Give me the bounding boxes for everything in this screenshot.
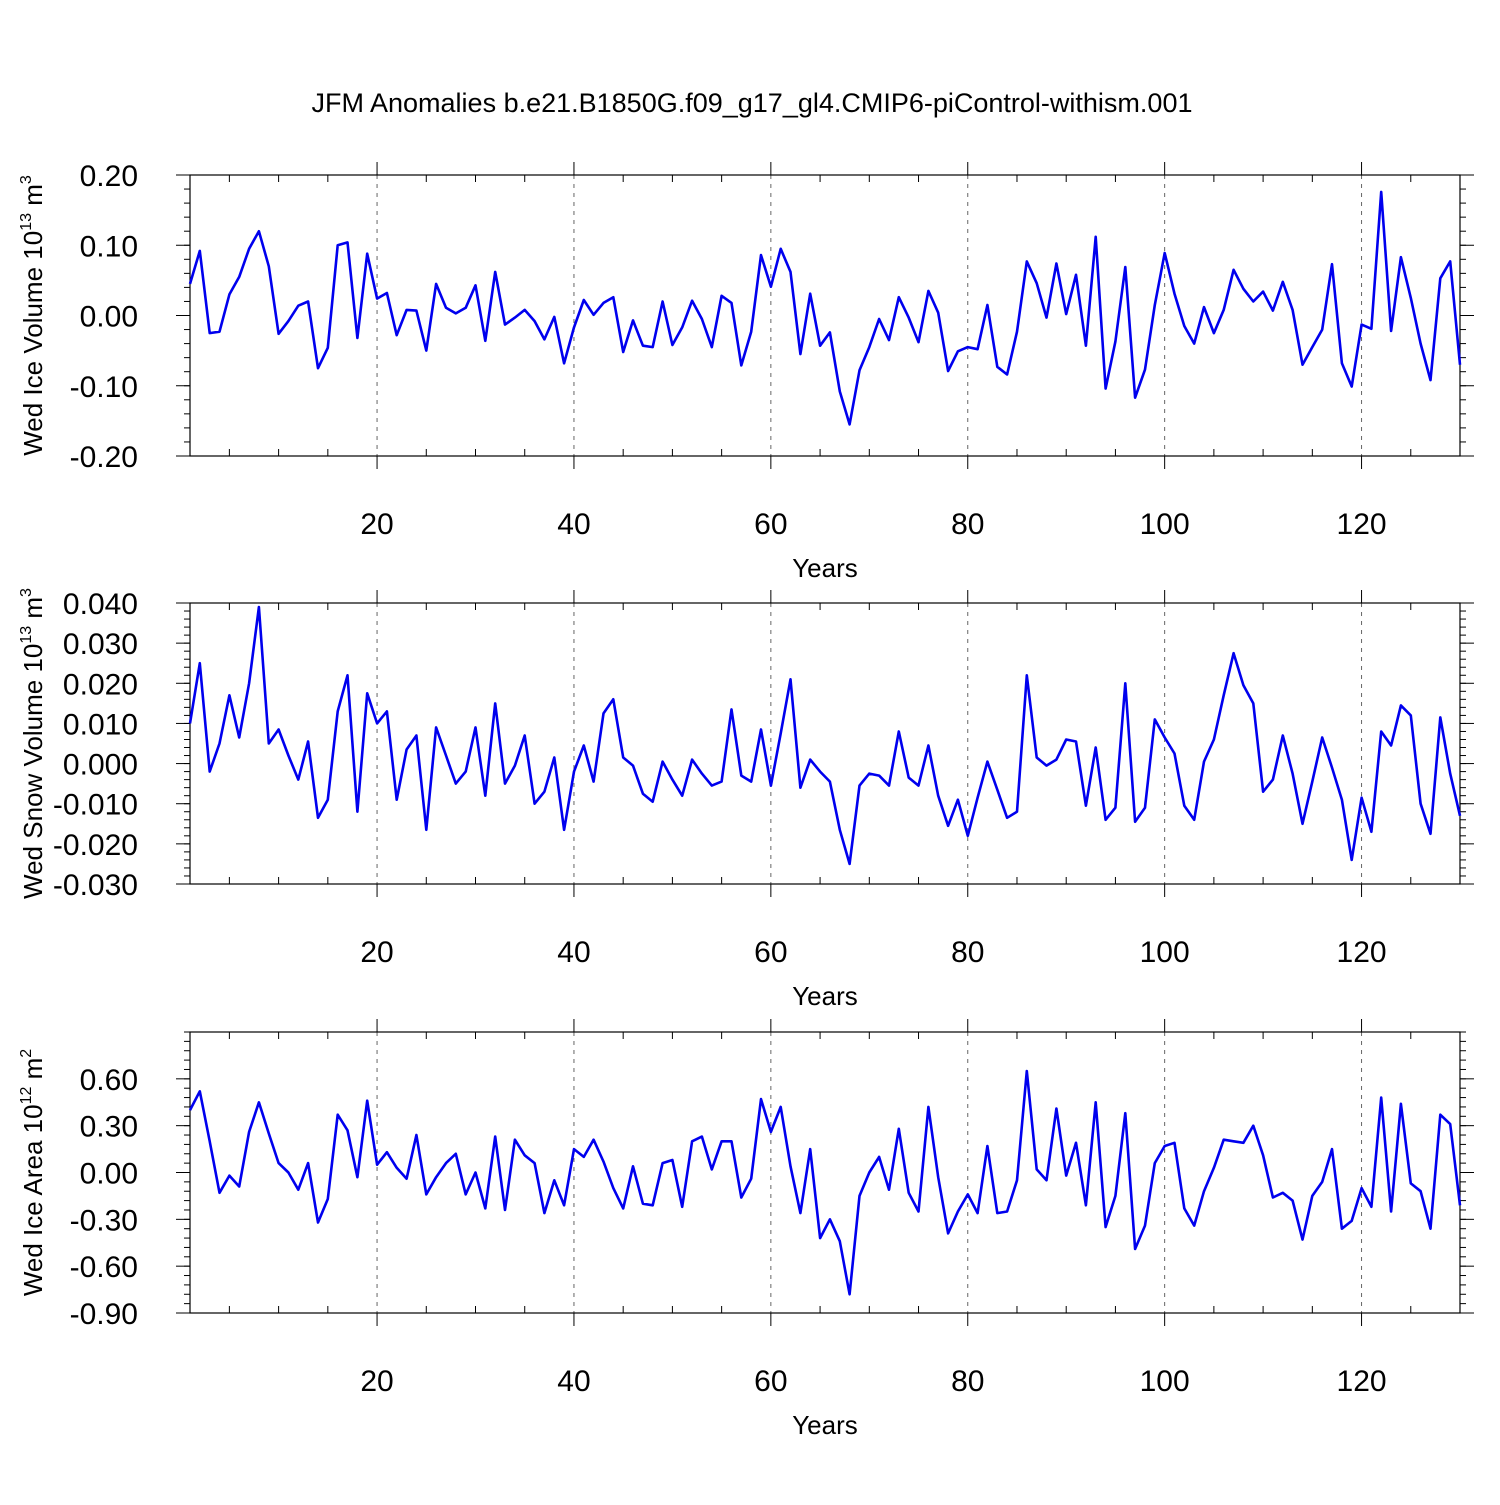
y-tick-label: -0.30	[70, 1204, 138, 1237]
series-line-3	[188, 1069, 1462, 1296]
x-tick-label: 120	[1337, 508, 1387, 541]
x-tick-label: 120	[1337, 1365, 1387, 1398]
y-tick-label: 0.00	[80, 1158, 138, 1191]
x-tick-label: 40	[557, 1365, 590, 1398]
y-tick-label: -0.60	[70, 1251, 138, 1284]
x-axis-title: Years	[792, 553, 858, 583]
y-tick-label: 0.30	[80, 1111, 138, 1144]
x-tick-label: 20	[360, 1365, 393, 1398]
plot-frame	[189, 174, 1461, 457]
y-axis-title: Wed Ice Volume 1013 m3	[18, 175, 48, 456]
y-axis-title: Wed Snow Volume 1013 m3	[18, 588, 48, 899]
x-tick-label: 40	[557, 508, 590, 541]
x-tick-label: 80	[951, 508, 984, 541]
y-tick-label: -0.020	[53, 829, 138, 862]
chart-panel-2: 20 40 60 80 100 120 -0.030 -0.020 -0.010 0.000 0.0…	[18, 588, 1474, 1011]
series-line-1	[188, 190, 1462, 426]
y-tick-label: 0.010	[63, 708, 138, 741]
y-tick-label: 0.000	[63, 749, 138, 782]
chart-panel-1: 20 40 60 80 100 120 -0.20 -0.10 0.00 0.10 0.20 Year…	[18, 160, 1474, 583]
x-tick-label: 60	[754, 1365, 787, 1398]
chart-panel-3: 20 40 60 80 100 120 -0.90 -0.60 -0.30 0.00 0.30 0.6…	[18, 1019, 1474, 1440]
y-tick-label: -0.90	[70, 1298, 138, 1331]
y-tick-label: 0.030	[63, 628, 138, 661]
y-tick-label: 0.20	[80, 160, 138, 193]
x-axis-title: Years	[792, 1410, 858, 1440]
y-tick-label: 0.040	[63, 588, 138, 621]
y-tick-label: -0.010	[53, 789, 138, 822]
x-tick-label: 60	[754, 936, 787, 969]
plot-frame	[189, 1031, 1461, 1314]
x-tick-label: 100	[1140, 508, 1190, 541]
y-axis-title: Wed Ice Area 1012 m2	[18, 1049, 48, 1296]
x-tick-label: 20	[360, 936, 393, 969]
x-tick-label: 40	[557, 936, 590, 969]
y-tick-label: 0.020	[63, 668, 138, 701]
y-tick-label: 0.10	[80, 230, 138, 263]
x-tick-label: 20	[360, 508, 393, 541]
y-tick-label: 0.60	[80, 1064, 138, 1097]
series-line-2	[188, 605, 1462, 866]
x-tick-label: 120	[1337, 936, 1387, 969]
y-tick-label: -0.030	[53, 869, 138, 902]
y-tick-label: 0.00	[80, 301, 138, 334]
plot-frame	[189, 602, 1461, 885]
x-tick-label: 60	[754, 508, 787, 541]
x-tick-label: 80	[951, 936, 984, 969]
panels: 20 40 60 80 100 120 -0.20 -0.10 0.00 0.10 0.20 Year…	[18, 160, 1474, 1440]
figure-title: JFM Anomalies b.e21.B1850G.f09_g17_gl4.C…	[312, 88, 1193, 118]
y-tick-label: -0.10	[70, 371, 138, 404]
y-tick-label: -0.20	[70, 441, 138, 474]
x-tick-label: 100	[1140, 936, 1190, 969]
x-tick-label: 100	[1140, 1365, 1190, 1398]
x-axis-title: Years	[792, 981, 858, 1011]
x-tick-label: 80	[951, 1365, 984, 1398]
